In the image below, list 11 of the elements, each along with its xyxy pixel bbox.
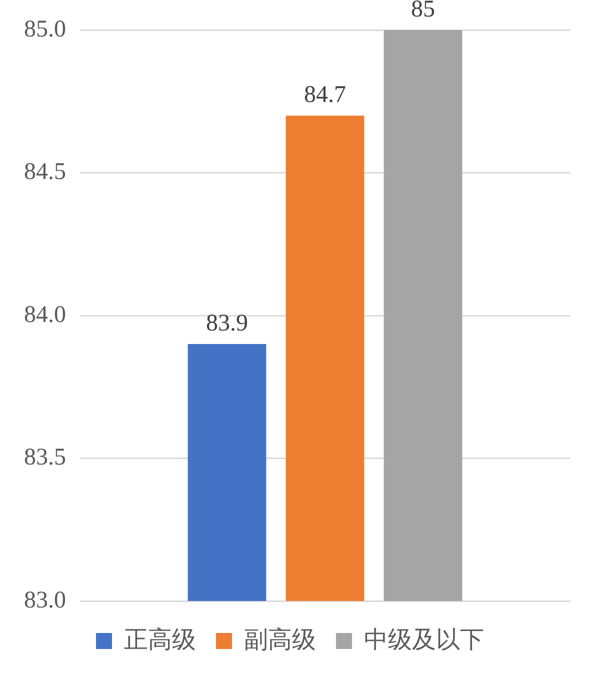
y-tick-label: 83.5 <box>24 444 66 471</box>
y-tick-label: 83.0 <box>24 587 66 614</box>
legend-label: 副高级 <box>244 626 316 654</box>
legend-label: 正高级 <box>124 626 196 654</box>
y-tick-label: 84.0 <box>24 302 66 328</box>
data-label: 84.7 <box>304 82 346 108</box>
legend-label: 中级及以下 <box>364 627 484 654</box>
y-tick-label: 84.5 <box>24 159 66 186</box>
y-tick-label: 85.0 <box>24 16 66 42</box>
data-label: 85 <box>411 0 435 22</box>
data-label: 83.9 <box>206 310 248 336</box>
